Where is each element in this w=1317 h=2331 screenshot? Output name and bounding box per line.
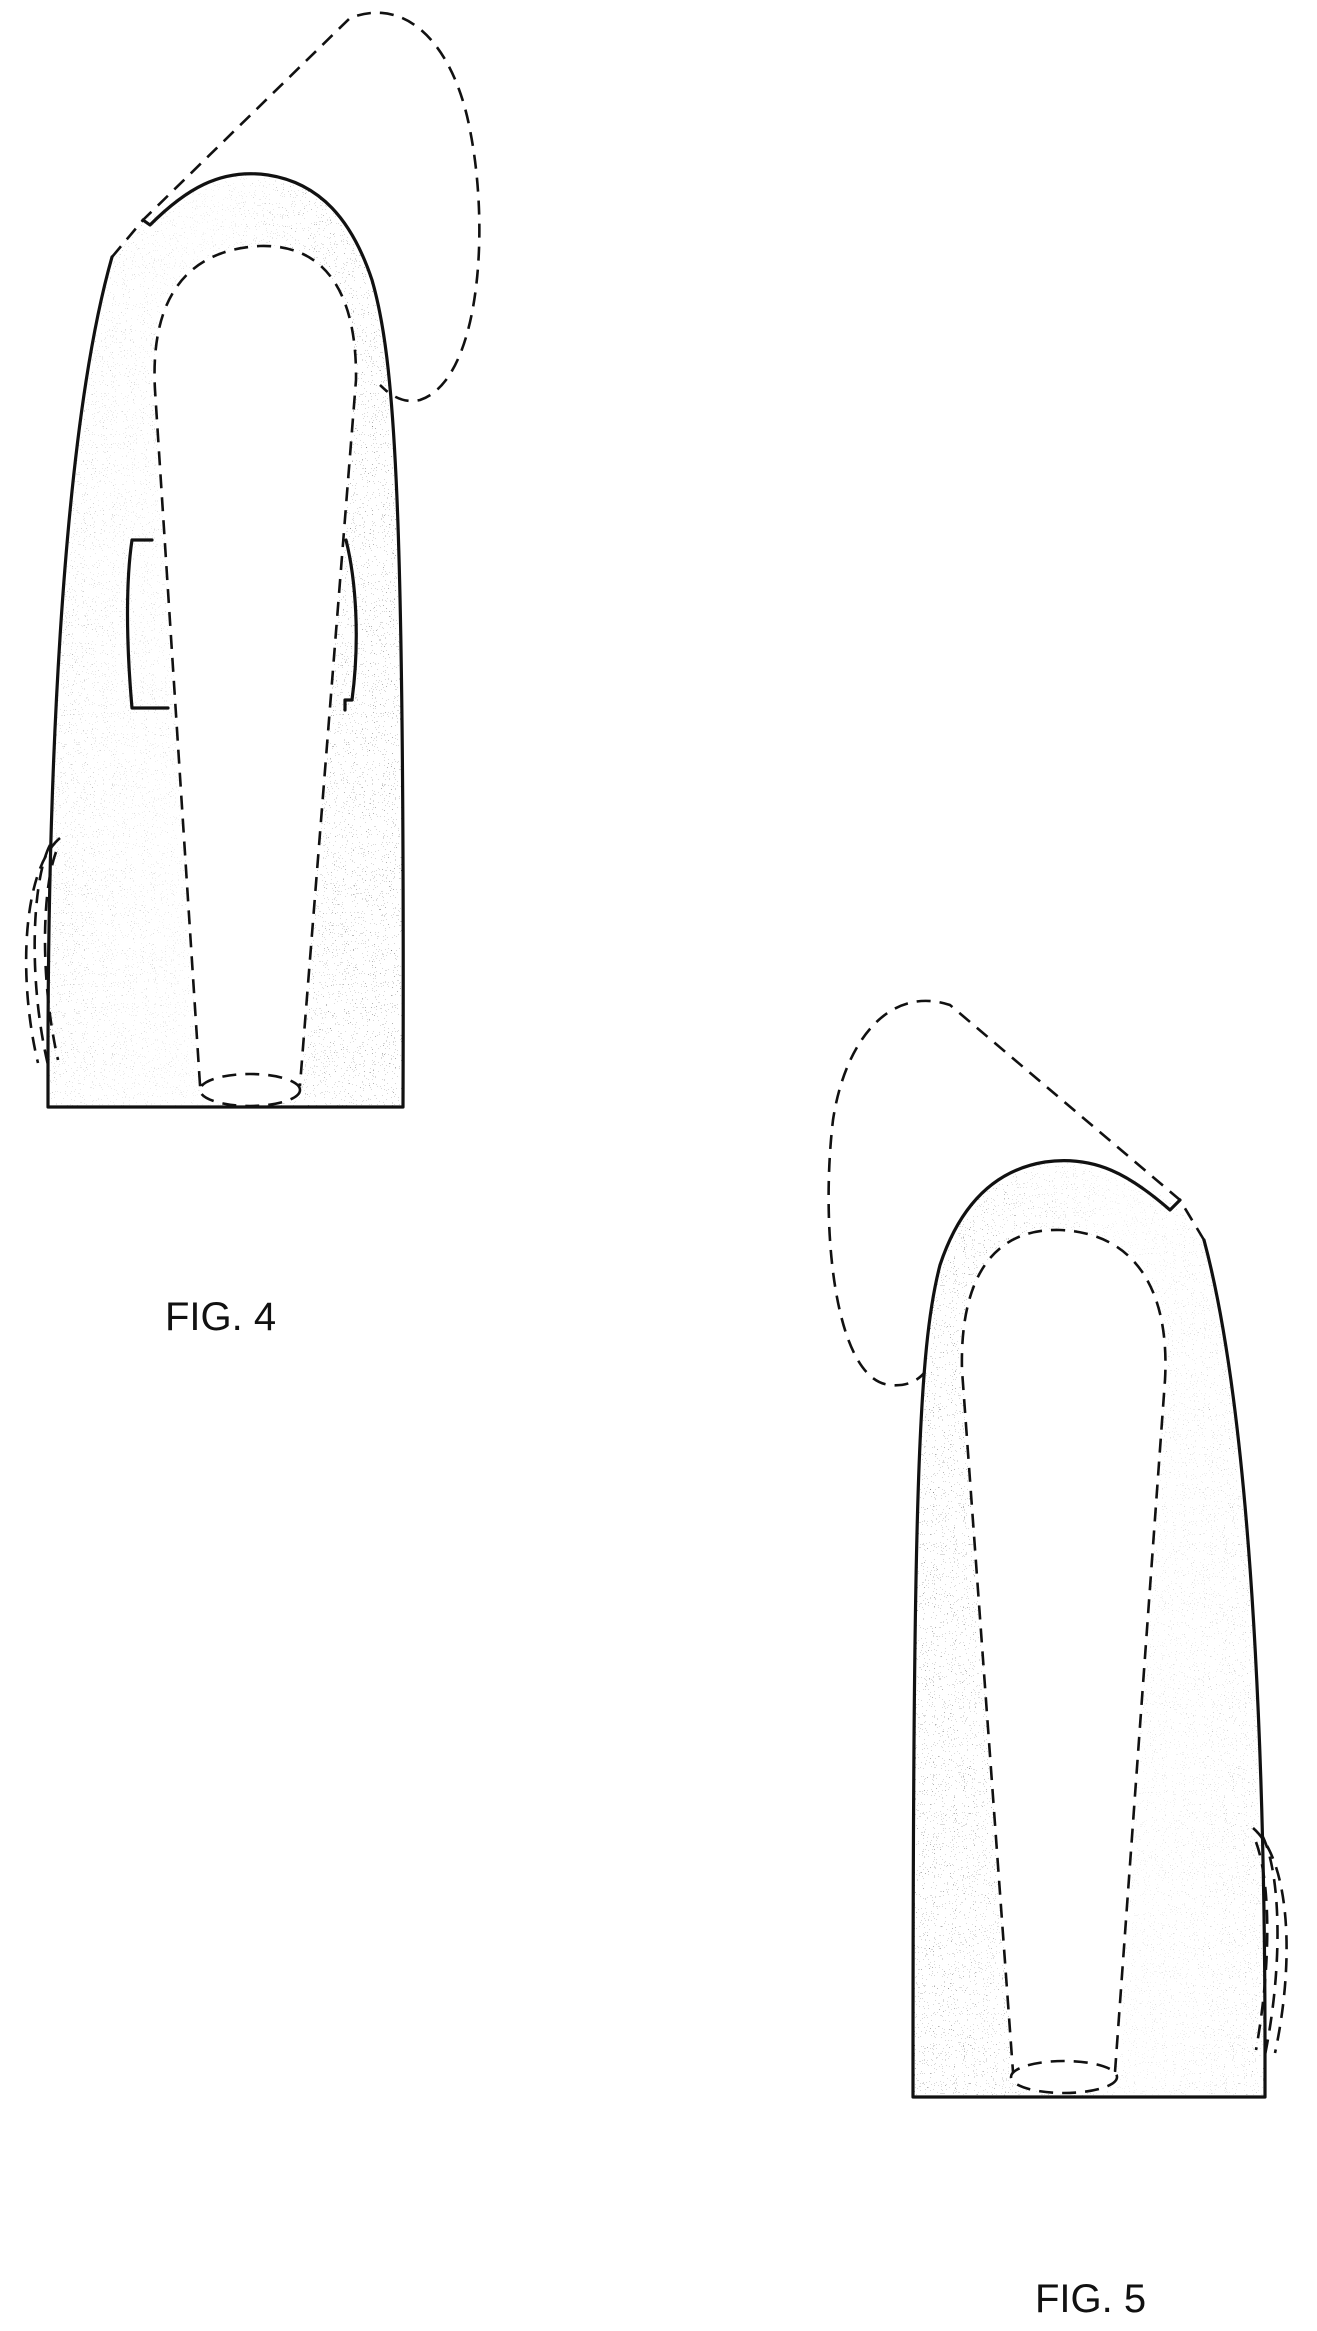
fig5-label: FIG. 5 — [1035, 2277, 1146, 2321]
fig4-bottom-opening-ellipse — [200, 1074, 300, 1106]
figure-5 — [829, 1001, 1287, 2110]
figure-4 — [26, 13, 479, 1110]
fig5-bottom-opening-ellipse — [1011, 2061, 1117, 2093]
fig4-label: FIG. 4 — [165, 1295, 276, 1339]
